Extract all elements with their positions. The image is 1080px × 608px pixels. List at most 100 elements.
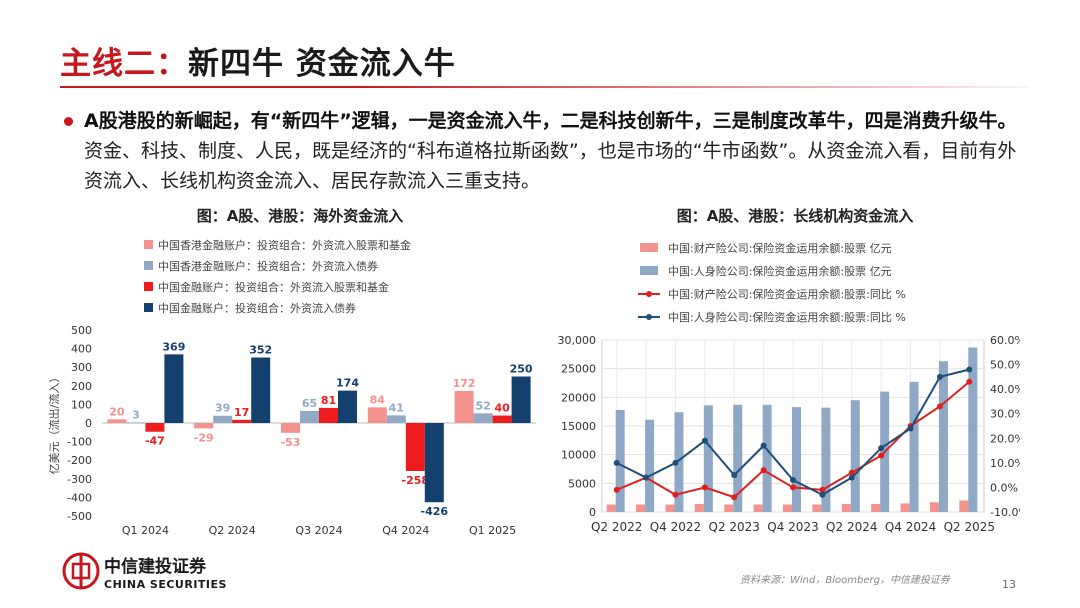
bar [821,407,831,512]
x-tick-label: Q2 2024 [826,520,877,534]
y-left-tick-label: 30,000 [558,334,597,347]
slide-title: 主线二：新四牛 资金流入牛 [60,38,456,83]
bar [938,361,948,512]
legend-marker [646,291,652,297]
line-point [936,403,943,410]
y-right-tick-label: 10.0% [990,457,1020,470]
bar [194,423,214,429]
data-label: 369 [162,340,185,353]
legend-swatch [144,282,153,291]
slide-title-accent: 主线二： [60,46,188,82]
bar [511,376,531,423]
y-axis-label: 亿美元（流出/流入） [47,372,61,475]
bar [107,419,127,423]
bar [850,400,860,512]
legend-swatch [144,240,153,249]
bar [145,423,165,432]
data-label: -47 [145,435,165,448]
line-point [936,373,943,380]
line-point [760,467,767,474]
bar [733,404,743,512]
y-right-tick-label: 30.0% [990,408,1020,421]
bar [841,503,851,512]
bar [454,391,474,423]
legend-marker [646,314,652,320]
x-tick-label: Q4 2024 [382,524,429,537]
y-tick-label: 300 [71,361,92,374]
line-point [701,437,708,444]
bar [232,419,252,423]
bar [492,415,512,423]
x-tick-label: Q3 2024 [295,524,342,537]
bar [959,500,969,512]
bar [909,381,919,512]
y-tick-label: 200 [71,380,92,393]
bar [473,413,493,423]
bar [126,422,146,424]
chart-2-title: 图：A股、港股：长线机构资金流入 [676,207,914,225]
bar [900,503,910,512]
chart-1-foreign-inflow: 中国香港金融账户：投资组合：外资流入股票和基金中国香港金融账户：投资组合：外资流… [47,238,536,537]
data-label: 20 [109,405,125,418]
citic-logo-icon: 中信建投证券 CHINA SECURITIES [62,552,226,591]
bar [645,419,655,512]
line-point [731,494,738,501]
bar [871,503,881,512]
bar [281,423,300,433]
y-tick-label: -100 [67,436,92,449]
data-label: -29 [194,431,214,444]
line-point [848,469,855,476]
x-tick-label: Q2 2023 [709,520,760,534]
slide-title-main: 新四牛 资金流入牛 [188,46,456,82]
bar [251,357,271,423]
bar [812,504,822,512]
x-tick-label: Q1 2024 [122,524,169,537]
bar [386,415,406,423]
data-label: 172 [453,377,476,390]
y-tick-label: -500 [67,510,92,523]
y-right-tick-label: 50.0% [990,359,1020,372]
x-tick-label: Q2 2025 [944,520,995,534]
data-label: 81 [321,394,336,407]
x-tick-label: Q2 2022 [591,520,642,534]
data-label: -426 [421,505,449,518]
x-tick-label: Q4 2023 [767,520,818,534]
y-right-tick-label: 40.0% [990,383,1020,396]
legend-label: 中国香港金融账户：投资组合：外资流入股票和基金 [158,238,411,252]
line-point [966,378,973,385]
y-right-tick-label: -10.0% [990,506,1020,519]
bar [674,412,684,512]
y-left-tick-label: 5000 [568,477,596,490]
bullet-normal-text: 资金、科技、制度、人民，既是经济的“科布道格拉斯函数”，也是市场的“牛市函数”。… [84,140,1017,192]
bar [338,390,357,423]
legend-label: 中国金融账户：投资组合：外资流入债券 [158,301,356,315]
x-tick-label: Q2 2024 [209,524,256,537]
bar [968,347,978,512]
bar [424,423,444,503]
legend-label: 中国:财产险公司:保险资金运用余额:股票:同比 % [668,287,906,301]
bar [367,407,387,423]
data-label: 84 [370,393,386,406]
legend-label: 中国:人身险公司:保险资金运用余额:股票:同比 % [668,310,906,324]
line-point [613,486,620,493]
y-tick-label: 500 [71,324,92,337]
y-left-tick-label: 10000 [561,449,596,462]
data-label: 52 [475,399,490,412]
line-point [790,477,796,484]
y-left-tick-label: 15000 [561,420,596,433]
bullet-text: A股港股的新崛起，有“新四牛”逻辑，一是资金流入牛，二是科技创新牛，三是制度改革… [64,106,1034,196]
data-label: 17 [234,406,249,419]
line-point [878,445,885,452]
bar [703,405,713,512]
line-point [731,472,738,479]
line-point [760,442,767,449]
line-point [848,474,855,481]
legend-label: 中国:财产险公司:保险资金运用余额:股票 亿元 [668,241,892,255]
bar [615,409,625,512]
bar [783,504,792,512]
legend-label: 中国香港金融账户：投资组合：外资流入债券 [158,259,378,273]
y-tick-label: 100 [71,398,92,411]
line-point [613,459,620,466]
line-point [819,491,826,498]
legend-swatch [640,266,658,275]
